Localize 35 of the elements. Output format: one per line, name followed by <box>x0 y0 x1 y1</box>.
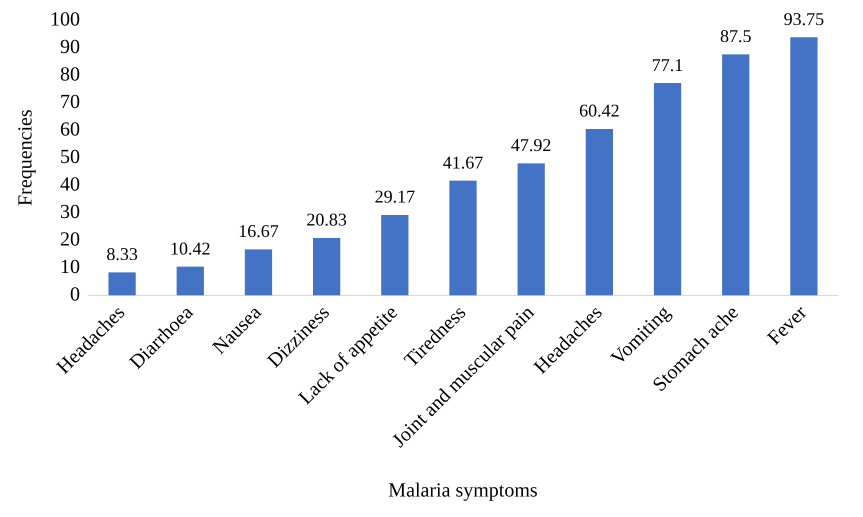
bar <box>244 249 272 296</box>
bar <box>654 83 682 296</box>
bar <box>313 238 340 296</box>
y-tick-label: 60 <box>60 118 80 140</box>
data-label: 93.75 <box>784 8 824 29</box>
y-tick-label: 50 <box>60 146 80 168</box>
data-label: 87.5 <box>720 26 752 46</box>
bar <box>790 37 818 296</box>
bar <box>449 180 477 296</box>
bar <box>518 163 545 296</box>
y-tick-label: 90 <box>60 36 80 58</box>
y-tick-label: 100 <box>50 8 80 30</box>
data-label: 8.33 <box>106 244 138 264</box>
bar <box>108 272 136 296</box>
data-label: 47.92 <box>510 135 552 156</box>
data-label: 29.17 <box>374 186 416 207</box>
bar <box>722 54 750 296</box>
data-label: 41.67 <box>442 152 484 172</box>
y-axis-title: Frequencies <box>14 109 36 206</box>
bar <box>586 128 613 296</box>
y-tick-label: 40 <box>60 173 80 196</box>
y-tick-label: 80 <box>60 63 80 86</box>
data-label: 16.67 <box>238 221 279 242</box>
y-tick-label: 20 <box>60 228 80 250</box>
data-label: 77.1 <box>652 54 684 75</box>
y-tick-label: 30 <box>60 200 80 223</box>
y-tick-label: 10 <box>60 256 80 278</box>
y-tick-label: 70 <box>60 90 80 113</box>
bar <box>176 266 204 296</box>
data-label: 10.42 <box>170 238 211 258</box>
y-tick-label: 0 <box>70 284 80 306</box>
data-label: 20.83 <box>306 210 347 230</box>
x-axis-title: Malaria symptoms <box>388 479 538 502</box>
bar <box>381 215 408 296</box>
data-label: 60.42 <box>579 100 620 121</box>
